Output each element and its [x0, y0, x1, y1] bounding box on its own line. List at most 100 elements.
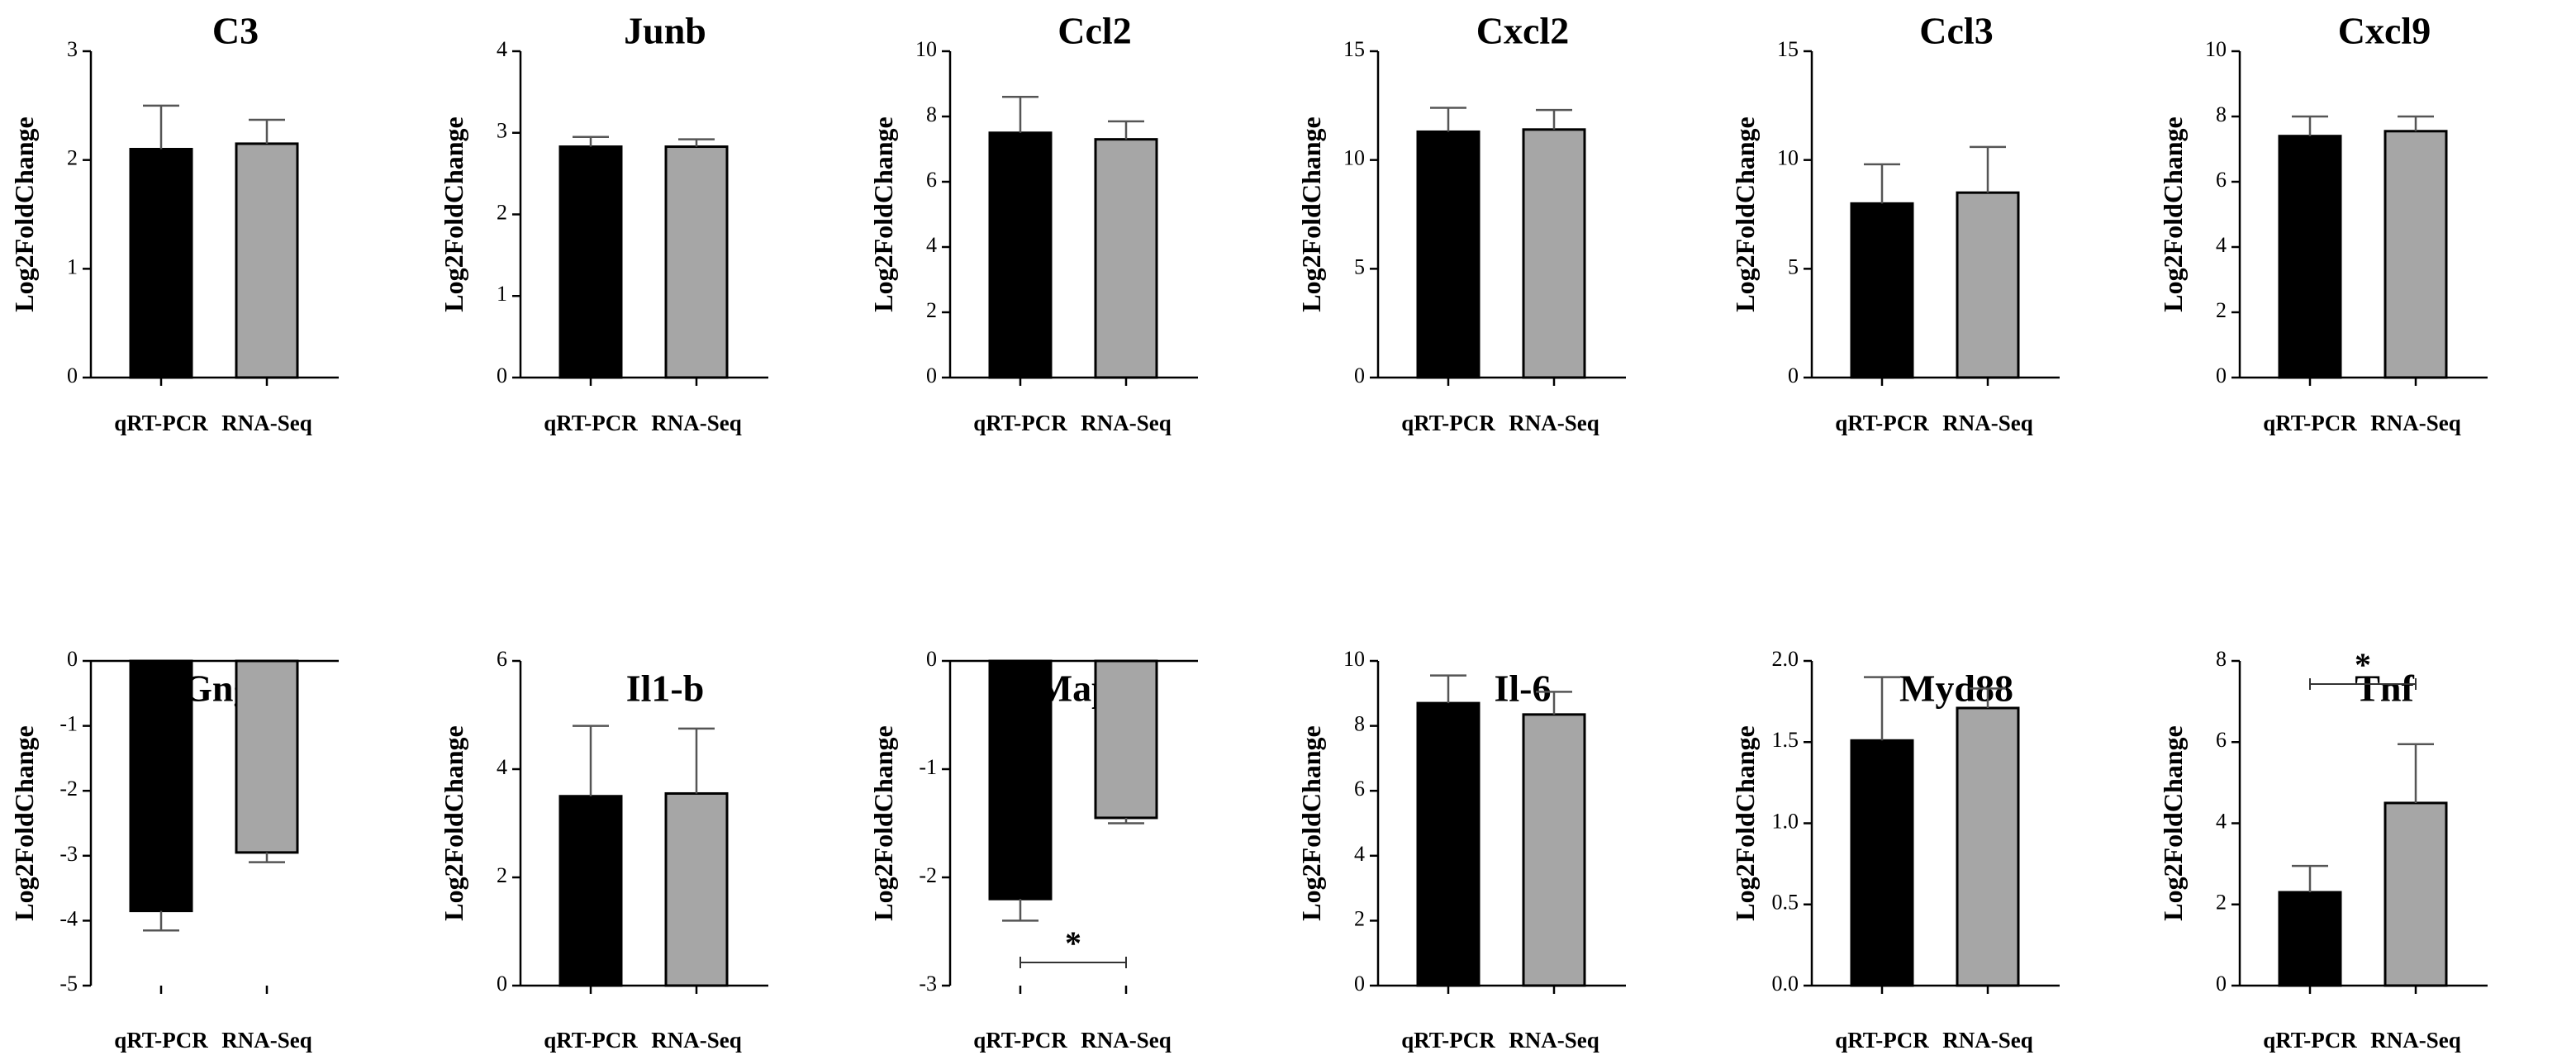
y-tick-label: 6 — [497, 647, 507, 671]
x-category-label: RNA-Seq — [1942, 1028, 2033, 1053]
y-axis-label: Log2FoldChange — [868, 116, 898, 311]
x-category-label: qRT-PCR — [1401, 411, 1495, 435]
y-axis-label: Log2FoldChange — [9, 725, 39, 920]
y-axis-label: Log2FoldChange — [1730, 725, 1760, 920]
y-tick-label: 2.0 — [1772, 647, 1799, 671]
y-tick-label: 2 — [67, 146, 78, 170]
y-tick-label: 2 — [497, 200, 507, 224]
chart-il-6: Il-6 Log2FoldChange 0 2 4 6 8 10 qRT-PCR RNA-Seq — [1296, 647, 1626, 1053]
chart-title: Tnf — [2355, 668, 2414, 710]
bar-rna-seq — [235, 142, 299, 379]
y-axis-label: Log2FoldChange — [439, 725, 468, 920]
x-category-label: RNA-Seq — [651, 1028, 742, 1053]
y-tick-label: 8 — [926, 102, 937, 126]
significance-marker: * — [2355, 646, 2371, 683]
y-tick-label: 6 — [2216, 728, 2227, 752]
y-tick-label: 6 — [2216, 168, 2227, 192]
x-category-label: RNA-Seq — [1081, 1028, 1172, 1053]
bar-qrt-pcr — [2278, 891, 2342, 987]
x-category-label: qRT-PCR — [2263, 1028, 2357, 1053]
bar-qrt-pcr — [129, 148, 193, 379]
y-tick-label: 4 — [497, 37, 507, 61]
x-category-label: qRT-PCR — [544, 1028, 638, 1053]
significance-marker: * — [1065, 924, 1081, 962]
chart-title: Il-6 — [1495, 668, 1552, 710]
bar-rna-seq — [235, 659, 299, 854]
y-tick-label: 0 — [1354, 972, 1365, 996]
bar-qrt-pcr — [1850, 739, 1914, 987]
y-axis-label: Log2FoldChange — [1730, 116, 1760, 311]
y-tick-label: 0 — [497, 364, 507, 387]
y-tick-label: -3 — [59, 842, 78, 866]
chart-title: C3 — [212, 10, 259, 52]
x-category-label: qRT-PCR — [973, 411, 1067, 435]
y-tick-label: 8 — [2216, 102, 2227, 126]
x-category-label: qRT-PCR — [114, 1028, 208, 1053]
x-category-label: RNA-Seq — [1509, 1028, 1599, 1053]
bar-qrt-pcr — [1850, 202, 1914, 379]
x-category-label: RNA-Seq — [1942, 411, 2033, 435]
y-tick-label: 0 — [67, 364, 78, 387]
y-tick-label: 3 — [67, 37, 78, 61]
bar-qrt-pcr — [1416, 701, 1480, 987]
y-tick-label: 1.5 — [1772, 728, 1799, 752]
y-tick-label: 10 — [2205, 37, 2227, 61]
chart-tnf: Tnf Log2FoldChange 0 2 4 6 8 qRT-PCR RNA-Seq * — [2158, 646, 2488, 1053]
x-category-label: qRT-PCR — [544, 411, 638, 435]
y-tick-label: 3 — [497, 119, 507, 143]
y-tick-label: 4 — [926, 233, 937, 257]
chart-title: Cxcl9 — [2338, 10, 2431, 52]
y-tick-label: 0 — [1354, 364, 1365, 387]
y-tick-label: 1.0 — [1772, 809, 1799, 833]
chart-cxcl2: Cxcl2 Log2FoldChange 0 5 10 15 qRT-PCR RNA-Seq — [1296, 10, 1626, 435]
bar-rna-seq — [664, 791, 729, 987]
y-tick-label: 0 — [926, 364, 937, 387]
y-tick-label: 0.5 — [1772, 891, 1799, 915]
chart-title: Cxcl2 — [1476, 10, 1569, 52]
chart-junb: Junb Log2FoldChange 0 1 2 3 4 qRT-PCR RNA-Seq — [439, 10, 768, 435]
bar-rna-seq — [1522, 128, 1586, 379]
x-category-label: qRT-PCR — [973, 1028, 1067, 1053]
y-tick-label: 1 — [67, 254, 78, 278]
chart-c3: C3 Log2FoldChange 0 1 2 3 qRT-PCR RNA-Seq — [9, 10, 339, 435]
bar-qrt-pcr — [129, 659, 193, 913]
x-category-label: RNA-Seq — [2370, 411, 2461, 435]
y-tick-label: -2 — [59, 777, 78, 801]
y-tick-label: 4 — [497, 755, 507, 779]
bar-rna-seq — [664, 145, 729, 379]
y-tick-label: 8 — [1354, 712, 1365, 736]
x-category-label: qRT-PCR — [2263, 411, 2357, 435]
y-tick-label: 6 — [926, 168, 937, 192]
bar-qrt-pcr — [558, 795, 623, 987]
bar-rna-seq — [1956, 191, 2020, 379]
x-category-label: qRT-PCR — [1835, 411, 1929, 435]
y-tick-label: 4 — [2216, 809, 2227, 833]
bar-rna-seq — [1094, 138, 1158, 379]
bar-rna-seq — [2384, 130, 2448, 379]
chart-gng11: Gng11Log2FoldChange0-1-2-3-4-5qRT-PCRRNA… — [9, 647, 339, 1053]
y-tick-label: 10 — [1777, 146, 1799, 170]
x-category-label: RNA-Seq — [651, 411, 742, 435]
y-axis-label: Log2FoldChange — [439, 116, 468, 311]
y-tick-label: 15 — [1343, 37, 1365, 61]
y-tick-label: 1 — [497, 282, 507, 306]
y-axis-label: Log2FoldChange — [1296, 725, 1326, 920]
y-tick-label: -3 — [919, 972, 937, 996]
y-tick-label: 2 — [497, 863, 507, 887]
y-axis-label: Log2FoldChange — [2158, 116, 2188, 311]
y-tick-label: 2 — [2216, 891, 2227, 915]
y-axis-label: Log2FoldChange — [9, 116, 39, 311]
y-tick-label: 10 — [1343, 647, 1365, 671]
chart-title: Il1-b — [626, 668, 705, 710]
y-tick-label: 0 — [67, 647, 78, 671]
y-tick-label: -1 — [919, 755, 937, 779]
y-tick-label: 10 — [915, 37, 937, 61]
y-tick-label: 0 — [497, 972, 507, 996]
x-category-label: qRT-PCR — [1401, 1028, 1495, 1053]
bar-qrt-pcr — [988, 131, 1053, 379]
chart-il1-b: Il1-b Log2FoldChange 0 2 4 6 qRT-PCR RNA-Seq — [439, 647, 768, 1053]
y-axis-label: Log2FoldChange — [1296, 116, 1326, 311]
chart-mapk3: Mapk3Log2FoldChange0-1-2-3qRT-PCRRNA-Seq… — [868, 647, 1198, 1053]
y-tick-label: 0 — [926, 647, 937, 671]
y-tick-label: 0 — [2216, 364, 2227, 387]
